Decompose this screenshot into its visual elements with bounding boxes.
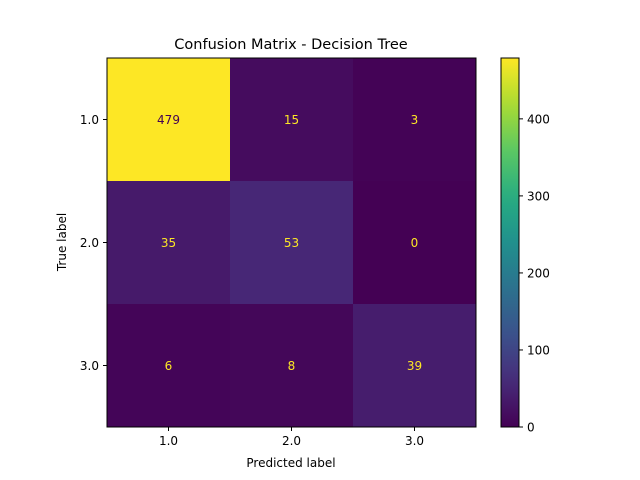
cell-value-label: 0	[411, 236, 419, 250]
y-axis-ticks: 1.0 2.0 3.0	[80, 113, 107, 373]
heatmap-cell	[107, 58, 231, 182]
heatmap-cell	[230, 58, 354, 182]
cell-value-label: 3	[411, 113, 419, 127]
y-tick-label: 2.0	[80, 236, 99, 250]
cell-value-label: 6	[165, 359, 173, 373]
heatmap-cell	[353, 58, 477, 182]
colorbar-frame	[500, 57, 520, 428]
heatmap-cell	[353, 304, 477, 428]
colorbar-tick-label: 200	[527, 266, 550, 280]
cell-value-label: 39	[407, 359, 422, 373]
heatmap-cell	[230, 181, 354, 305]
heatmap-cells: 479 15 3 35 53 0 6 8 39	[107, 58, 477, 428]
y-tick-label: 1.0	[80, 113, 99, 127]
colorbar-tick-label: 100	[527, 343, 550, 357]
y-axis-label: True label	[55, 213, 69, 272]
x-axis-label: Predicted label	[246, 456, 335, 470]
y-tick-label: 3.0	[80, 359, 99, 373]
cell-value-label: 8	[288, 359, 296, 373]
heatmap-cell	[107, 304, 231, 428]
cell-value-label: 53	[284, 236, 299, 250]
x-axis-ticks: 1.0 2.0 3.0	[159, 427, 424, 448]
colorbar-tick-label: 300	[527, 189, 550, 203]
cell-value-label: 15	[284, 113, 299, 127]
heatmap-cell	[230, 304, 354, 428]
chart-title: Confusion Matrix - Decision Tree	[174, 37, 407, 53]
colorbar: 0 100 200 300 400	[500, 57, 550, 435]
cell-value-label: 35	[161, 236, 176, 250]
colorbar-gradient	[501, 58, 519, 427]
colorbar-tick-label: 0	[527, 421, 535, 435]
x-tick-label: 1.0	[159, 434, 178, 448]
x-tick-label: 2.0	[282, 434, 301, 448]
heatmap-cell	[353, 181, 477, 305]
cell-value-label: 479	[157, 113, 180, 127]
x-tick-label: 3.0	[405, 434, 424, 448]
heatmap-cell	[107, 181, 231, 305]
colorbar-tick-label: 400	[527, 112, 550, 126]
